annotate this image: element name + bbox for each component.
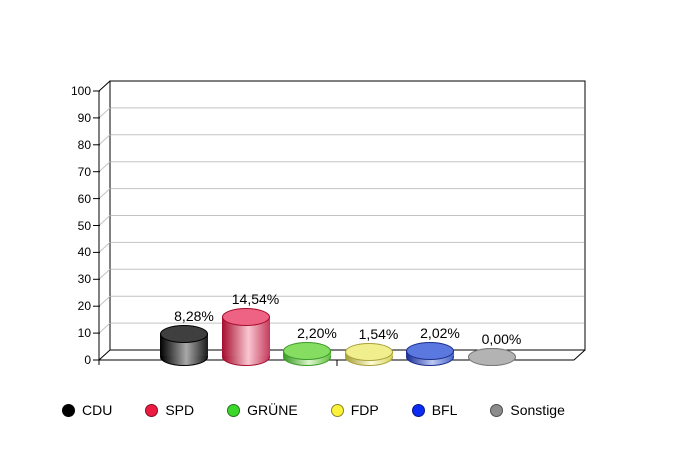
y-tick-label-80: 80	[77, 137, 91, 152]
value-label-CDU: 8,28%	[174, 308, 214, 325]
y-tick-label-20: 20	[77, 299, 91, 314]
legend: CDU SPD GRÜNE FDP BFL Sonstige	[62, 402, 565, 419]
legend-label-Sonstige: Sonstige	[510, 402, 565, 418]
gridline-connector-50	[98, 215, 111, 226]
floor	[99, 350, 585, 360]
legend-swatch-circle-icon	[411, 404, 425, 417]
value-label-FDP: 1,54%	[358, 326, 399, 343]
legend-label-GRÜNE: GRÜNE	[247, 402, 298, 418]
legend-item-FDP: FDP	[330, 402, 379, 419]
bar-top-cap-Sonstige	[467, 347, 516, 366]
legend-item-BFL: BFL	[411, 402, 458, 419]
legend-item-CDU: CDU	[62, 402, 112, 419]
value-label-GRÜNE: 2,20%	[297, 324, 337, 341]
y-tick-label-50: 50	[77, 218, 91, 233]
value-label-BFL: 2,02%	[420, 325, 460, 342]
value-label-SPD: 14,54%	[231, 291, 280, 308]
y-tick-label-30: 30	[77, 272, 91, 287]
legend-swatch-circle-icon	[330, 404, 344, 417]
gridline-connector-60	[98, 188, 111, 199]
legend-label-FDP: FDP	[350, 402, 379, 418]
legend-swatch-circle-icon	[227, 404, 241, 417]
value-label-Sonstige: 0,00%	[481, 330, 522, 347]
bar-top-cap-GRÜNE	[283, 341, 331, 360]
y-tick-label-100: 100	[70, 84, 91, 98]
legend-item-Sonstige: Sonstige	[490, 402, 565, 419]
legend-swatch-circle-icon	[62, 404, 75, 417]
gridline-connector-40	[98, 242, 111, 253]
bar-top-cap-BFL	[406, 342, 454, 361]
legend-item-GRÜNE: GRÜNE	[227, 402, 298, 419]
y-tick-label-0: 0	[84, 353, 91, 367]
y-tick-label-40: 40	[77, 245, 91, 260]
legend-swatch-circle-icon	[145, 404, 159, 417]
bar-top-cap-FDP	[344, 343, 393, 362]
gridline-connector-70	[98, 161, 111, 173]
legend-item-SPD: SPD	[145, 402, 194, 419]
bottom-right-depth-edge	[573, 349, 586, 361]
gridline-connector-80	[98, 134, 111, 146]
y-tick-label-60: 60	[77, 191, 91, 206]
y-tick-label-70: 70	[77, 164, 91, 179]
gridline-connector-20	[98, 295, 111, 307]
legend-label-CDU: CDU	[82, 402, 113, 418]
legend-label-SPD: SPD	[165, 402, 195, 418]
legend-swatch-circle-icon	[490, 404, 504, 417]
gridline-connector-90	[98, 107, 111, 119]
gridline-connector-10	[98, 322, 111, 334]
top-left-depth-edge	[98, 80, 111, 92]
legend-label-BFL: BFL	[431, 402, 458, 418]
bar-top-cap-CDU	[160, 325, 208, 344]
y-tick-label-10: 10	[77, 326, 91, 341]
bottom-left-depth-edge	[98, 349, 111, 361]
y-tick-label-90: 90	[77, 110, 91, 125]
bar-top-cap-SPD	[221, 308, 270, 327]
gridline-connector-30	[98, 268, 111, 280]
